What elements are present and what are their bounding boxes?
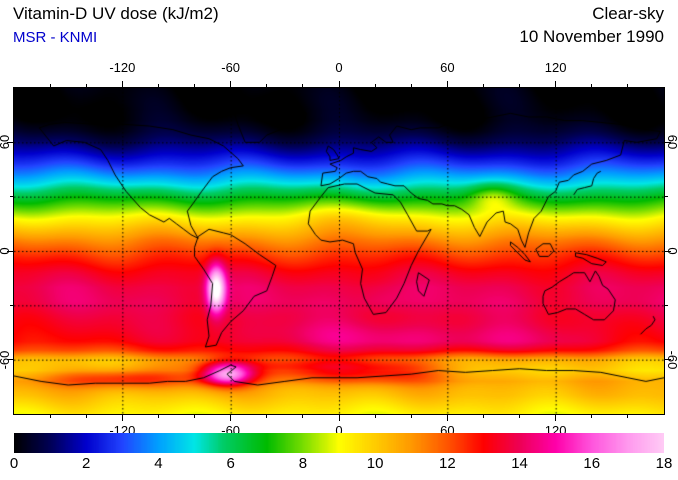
lon-tick-label: -120 (109, 60, 136, 75)
lat-tick-label: 0 (664, 234, 678, 268)
lat-tick (7, 141, 13, 143)
lon-minor-tick (157, 84, 159, 87)
lon-tick-label: 60 (440, 60, 455, 75)
colorbar-tick-label: 6 (226, 455, 235, 472)
lon-minor-tick (85, 84, 87, 87)
lat-tick-label: -60 (665, 350, 678, 370)
lon-tick (338, 81, 340, 87)
lon-minor-tick (519, 84, 521, 87)
colorbar-tick-label: 12 (438, 455, 456, 472)
lon-tick (555, 415, 557, 421)
lon-minor-tick (410, 84, 412, 87)
lon-minor-tick (49, 84, 51, 87)
map-plot-area (13, 87, 665, 415)
lat-tick-label: 60 (665, 135, 678, 150)
lon-minor-tick (519, 415, 521, 418)
colorbar-tick-label: 14 (511, 455, 528, 472)
lon-minor-tick (266, 84, 268, 87)
lat-tick-label: 60 (0, 135, 12, 150)
lon-tick (555, 81, 557, 87)
lon-tick (121, 415, 123, 421)
lon-minor-tick (482, 84, 484, 87)
colorbar-tick-label: 2 (82, 455, 91, 472)
lon-minor-tick (374, 84, 376, 87)
lon-minor-tick (302, 415, 304, 418)
lat-tick-label: -60 (0, 350, 12, 370)
lon-minor-tick (49, 415, 51, 418)
lon-minor-tick (591, 415, 593, 418)
data-source-label: MSR - KNMI (13, 29, 98, 46)
lon-tick (230, 415, 232, 421)
colorbar-tick-label: 10 (366, 455, 384, 472)
lat-tick (665, 141, 671, 143)
lon-tick-label: 0 (335, 60, 343, 75)
lon-minor-tick (627, 84, 629, 87)
colorbar-tick-label: 16 (583, 455, 601, 472)
chart-title: Vitamin-D UV dose (kJ/m2) (13, 4, 219, 23)
lat-tick (665, 250, 671, 252)
colorbar-tick-label: 8 (298, 455, 308, 472)
lon-minor-tick (194, 415, 196, 418)
colorbar (14, 433, 664, 453)
lat-tick (7, 250, 13, 252)
lon-minor-tick (591, 84, 593, 87)
lat-tick (7, 359, 13, 361)
lat-tick (665, 359, 671, 361)
date-label: 10 November 1990 (519, 27, 664, 46)
colorbar-tick-label: 18 (655, 455, 673, 472)
lon-minor-tick (410, 415, 412, 418)
lon-tick (121, 81, 123, 87)
lon-minor-tick (482, 415, 484, 418)
lon-minor-tick (374, 415, 376, 418)
colorbar-tick-label: 4 (154, 455, 163, 472)
uv-heatmap-canvas (14, 88, 664, 414)
lon-minor-tick (194, 84, 196, 87)
lon-minor-tick (157, 415, 159, 418)
lon-tick (446, 81, 448, 87)
lat-tick-label: 0 (0, 234, 13, 268)
lon-tick (338, 415, 340, 421)
colorbar-tick-label: 0 (9, 455, 19, 472)
lon-minor-tick (627, 415, 629, 418)
lon-tick-label: 0 (335, 423, 343, 438)
lon-minor-tick (85, 415, 87, 418)
lon-minor-tick (266, 415, 268, 418)
lat-minor-tick (665, 196, 668, 198)
lon-tick (446, 415, 448, 421)
lon-tick-label: 120 (544, 60, 567, 75)
lat-minor-tick (10, 304, 13, 306)
lat-minor-tick (10, 196, 13, 198)
lon-minor-tick (302, 84, 304, 87)
lon-tick-label: -60 (221, 60, 241, 75)
sky-condition-label: Clear-sky (592, 4, 664, 23)
lon-tick (230, 81, 232, 87)
lat-minor-tick (665, 304, 668, 306)
